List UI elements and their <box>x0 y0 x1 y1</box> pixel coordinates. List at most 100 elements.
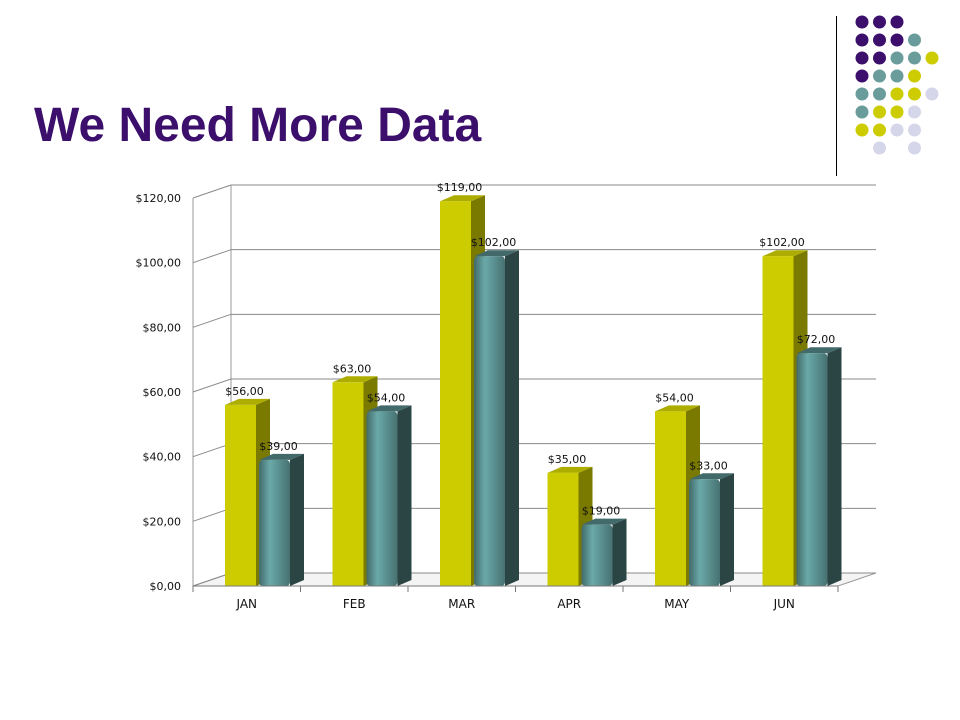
decorative-dot <box>908 87 921 101</box>
decorative-dot <box>908 51 921 65</box>
bar-top <box>366 405 412 412</box>
data-label: $56,00 <box>225 385 264 398</box>
decorative-dot <box>908 69 921 83</box>
bar-front <box>474 256 505 586</box>
gridline-side <box>192 443 232 458</box>
gridline-side <box>192 507 232 522</box>
decorative-dot <box>873 87 886 101</box>
bar-front <box>655 411 686 586</box>
decorative-divider <box>836 16 837 176</box>
bar-front <box>366 411 398 586</box>
bar-side <box>397 405 412 586</box>
bar-front <box>796 353 828 586</box>
decorative-dot <box>908 105 921 119</box>
bar-top <box>796 347 842 354</box>
decorative-dot <box>890 123 904 137</box>
gridline-side <box>192 572 232 587</box>
decorative-dot <box>855 33 869 47</box>
decorative-dot <box>890 105 904 119</box>
bar-top <box>440 195 485 202</box>
bar-front <box>259 459 290 586</box>
decorative-dot <box>890 51 904 65</box>
bar <box>259 453 304 586</box>
bar-top <box>689 473 734 480</box>
bar <box>581 518 627 586</box>
y-tick-label: $120,00 <box>136 192 182 205</box>
x-tick-label: FEB <box>343 597 366 611</box>
bar-top <box>259 453 304 460</box>
decorative-dot <box>855 69 869 83</box>
bar <box>366 405 412 586</box>
x-tick-label: APR <box>557 597 581 611</box>
bar-top <box>474 250 519 257</box>
gridline-side <box>192 313 232 328</box>
bar-side <box>290 453 304 586</box>
chart-data-labels: $56,00 $39,00 $63,00 $54,00 $119,00 $102,00 $3… <box>225 181 835 517</box>
data-label: $33,00 <box>689 459 728 472</box>
bar <box>689 473 734 586</box>
y-axis-ticks: $0,00 $20,00 $40,00 $60,00 $80,00 $100,00 $120… <box>136 192 182 593</box>
decorative-dot <box>908 123 921 137</box>
bar-top <box>225 398 270 405</box>
bar-top <box>581 518 627 525</box>
data-label: $119,00 <box>437 181 483 194</box>
decorative-dot <box>873 15 886 29</box>
decorative-dot <box>873 69 886 83</box>
bar-top <box>762 250 808 257</box>
chart-bars <box>225 195 842 586</box>
decorative-dot <box>890 69 904 83</box>
decorative-dot <box>890 15 904 29</box>
x-tick-label: MAY <box>664 597 690 611</box>
y-tick-label: $0,00 <box>150 580 182 593</box>
bar-front <box>225 404 256 586</box>
decorative-dot-grid <box>855 15 939 155</box>
data-label: $54,00 <box>367 391 406 404</box>
data-label: $63,00 <box>333 362 372 375</box>
x-tick-label: MAR <box>448 597 475 611</box>
y-tick-label: $100,00 <box>136 257 182 270</box>
y-tick-label: $20,00 <box>143 515 182 528</box>
slide-title: We Need More Data <box>34 99 482 152</box>
data-label: $102,00 <box>759 236 805 249</box>
decorative-dot <box>873 33 886 47</box>
decorative-dot <box>855 51 869 65</box>
x-axis-ticks: JAN FEB MAR APR MAY JUN <box>192 585 839 611</box>
decorative-dot <box>925 51 939 65</box>
decorative-dot <box>873 51 886 65</box>
x-tick-label: JAN <box>235 597 257 611</box>
bar-side <box>505 250 519 586</box>
data-label: $19,00 <box>582 505 621 518</box>
bar-top <box>655 405 700 412</box>
decorative-dot <box>873 123 886 137</box>
decorative-dot <box>908 141 921 155</box>
bar-front <box>762 256 794 586</box>
y-tick-label: $60,00 <box>143 386 182 399</box>
decorative-dot <box>873 141 886 155</box>
data-label: $102,00 <box>471 236 517 249</box>
data-label: $39,00 <box>259 440 298 453</box>
decorative-dot <box>908 33 921 47</box>
gridline-side <box>192 249 232 264</box>
x-tick-label: JUN <box>773 597 795 611</box>
bar-top <box>547 466 593 473</box>
decorative-dot <box>873 105 886 119</box>
decorative-dot <box>855 15 869 29</box>
data-label: $72,00 <box>797 333 836 346</box>
bar-top <box>332 376 378 383</box>
bar-side <box>612 518 627 586</box>
decorative-dot <box>890 87 904 101</box>
bar-front <box>332 382 364 586</box>
gridline-side <box>192 184 232 199</box>
bar-front <box>440 201 471 586</box>
bar-front <box>689 479 720 586</box>
bar-front <box>547 472 579 586</box>
y-tick-label: $40,00 <box>143 451 182 464</box>
y-tick-label: $80,00 <box>143 321 182 334</box>
bar <box>796 347 842 586</box>
decorative-dot <box>925 87 939 101</box>
data-label: $54,00 <box>655 391 694 404</box>
bar-side <box>720 473 734 586</box>
data-label: $35,00 <box>548 453 587 466</box>
decorative-dot <box>855 87 869 101</box>
